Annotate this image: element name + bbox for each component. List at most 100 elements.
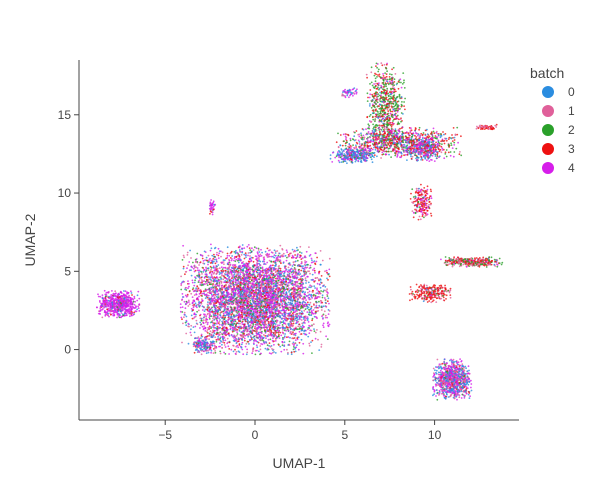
scatter-point [245, 342, 248, 345]
scatter-point [199, 253, 202, 256]
scatter-point [252, 324, 255, 326]
scatter-point [237, 277, 239, 279]
scatter-point [225, 298, 228, 301]
scatter-point [205, 273, 208, 276]
scatter-point [285, 286, 288, 288]
scatter-point [259, 269, 261, 272]
scatter-point [240, 297, 242, 300]
scatter-point [293, 267, 296, 269]
scatter-point [310, 305, 313, 308]
scatter-point [230, 273, 233, 276]
scatter-point [267, 320, 270, 323]
scatter-point [244, 282, 247, 285]
scatter-point [203, 268, 206, 271]
scatter-point [256, 262, 258, 264]
scatter-point [232, 274, 235, 277]
scatter-point [304, 277, 307, 280]
scatter-point [214, 246, 217, 249]
scatter-point [258, 300, 261, 303]
scatter-point [232, 308, 235, 311]
scatter-point [291, 279, 294, 282]
scatter-point [296, 289, 298, 292]
scatter-point [208, 259, 210, 261]
scatter-point [240, 254, 243, 256]
scatter-point [262, 280, 264, 283]
scatter-point [223, 341, 226, 344]
scatter-point [269, 264, 272, 267]
scatter-point [193, 270, 196, 273]
scatter-point [241, 251, 244, 254]
scatter-point [314, 287, 316, 289]
scatter-point [265, 311, 268, 313]
scatter-point [230, 306, 233, 309]
scatter-point [231, 258, 233, 260]
scatter-point [220, 300, 223, 303]
scatter-point [223, 336, 226, 339]
scatter-point [250, 317, 253, 319]
scatter-point [285, 312, 287, 315]
scatter-point [294, 273, 297, 275]
scatter-point [227, 296, 230, 299]
scatter-point [299, 254, 302, 257]
scatter-point [234, 348, 236, 351]
scatter-point [204, 270, 207, 272]
scatter-point [308, 344, 311, 347]
scatter-point [239, 264, 241, 267]
scatter-point [241, 247, 243, 250]
scatter-point [182, 267, 185, 270]
scatter-point [221, 347, 224, 349]
scatter-point [279, 322, 282, 324]
scatter-point [262, 290, 264, 292]
scatter-point [223, 259, 226, 262]
scatter-point [254, 297, 257, 300]
scatter-point [198, 276, 201, 279]
scatter-point [192, 261, 194, 264]
scatter-point [272, 308, 275, 311]
scatter-point [232, 344, 235, 347]
scatter-point [305, 250, 308, 253]
scatter-point [223, 291, 226, 293]
scatter-point [224, 339, 227, 342]
scatter-point [223, 263, 225, 265]
scatter-point [275, 284, 278, 287]
scatter-point [221, 289, 224, 291]
scatter-point [287, 284, 290, 286]
scatter-point [202, 267, 205, 269]
scatter-point [293, 350, 296, 353]
scatter-point [311, 259, 313, 262]
scatter-point [214, 262, 217, 265]
scatter-point [261, 266, 264, 269]
scatter-point [272, 325, 275, 327]
scatter-point [308, 308, 310, 311]
scatter-point [317, 310, 320, 312]
scatter-point [239, 286, 242, 289]
scatter-point [259, 325, 261, 328]
scatter-point [310, 307, 313, 310]
scatter-point [290, 268, 292, 270]
scatter-point [241, 261, 244, 264]
scatter-point [299, 251, 301, 254]
scatter-point [286, 251, 289, 254]
scatter-point [296, 249, 298, 252]
scatter-point [235, 256, 238, 258]
scatter-point [268, 259, 271, 262]
scatter-point [252, 311, 255, 314]
scatter-point [236, 279, 239, 282]
scatter-point [183, 316, 185, 319]
scatter-point [222, 278, 225, 281]
scatter-point [304, 256, 307, 259]
scatter-point [303, 268, 306, 271]
scatter-point [211, 271, 214, 274]
scatter-point [275, 273, 278, 276]
scatter-point [196, 323, 199, 326]
scatter-point [259, 287, 262, 289]
scatter-point [297, 286, 299, 289]
scatter-point [294, 339, 297, 341]
scatter-point [219, 350, 222, 353]
scatter-point [236, 333, 239, 335]
scatter-point [266, 290, 269, 293]
scatter-point [304, 333, 307, 336]
scatter-point [189, 249, 192, 252]
scatter-point [202, 322, 205, 325]
scatter-point [319, 330, 322, 333]
